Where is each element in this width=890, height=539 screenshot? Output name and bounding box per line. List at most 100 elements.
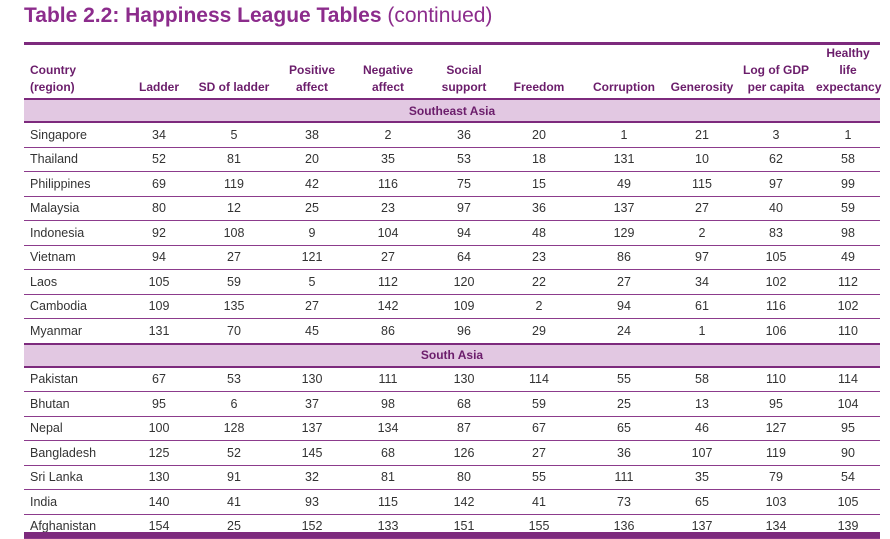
rank-cell: 91 xyxy=(190,465,278,490)
rank-cell: 142 xyxy=(346,294,430,319)
table-row: Thailand 52 81 20 35 53 18 131 10 62 58 xyxy=(24,147,880,172)
rank-cell: 52 xyxy=(128,147,190,172)
rank-cell: 15 xyxy=(498,171,580,197)
country-cell: India xyxy=(24,489,128,515)
country-cell: Pakistan xyxy=(24,366,128,392)
rank-cell: 92 xyxy=(128,220,190,246)
rank-cell: 106 xyxy=(736,318,816,344)
region-header-row: South Asia xyxy=(24,342,880,368)
page-title: Table 2.2: Happiness League Tables (cont… xyxy=(24,4,492,28)
rank-cell: 86 xyxy=(346,318,430,344)
rank-cell: 1 xyxy=(668,318,736,344)
table-row: Bhutan 95 6 37 98 68 59 25 13 95 104 xyxy=(24,391,880,417)
rank-cell: 93 xyxy=(278,489,346,515)
rank-cell: 105 xyxy=(736,245,816,270)
table-header-row: Country (region) Ladder SD of ladder Posi… xyxy=(24,42,881,100)
rank-cell: 12 xyxy=(190,196,278,221)
country-cell: Philippines xyxy=(24,171,128,197)
rank-cell: 145 xyxy=(278,440,346,466)
rank-cell: 2 xyxy=(498,294,580,319)
rank-cell: 126 xyxy=(430,440,498,466)
rank-cell: 70 xyxy=(190,318,278,344)
country-cell: Laos xyxy=(24,269,128,295)
rank-cell: 114 xyxy=(498,366,580,392)
rank-cell: 34 xyxy=(128,122,190,148)
column-header-line: Freedom xyxy=(513,80,565,94)
rank-cell: 94 xyxy=(580,294,668,319)
rank-cell: 53 xyxy=(190,366,278,392)
column-header-line: Ladder xyxy=(138,80,179,94)
rank-cell: 79 xyxy=(736,465,816,490)
rank-cell: 68 xyxy=(346,440,430,466)
rank-cell: 9 xyxy=(278,220,346,246)
rank-cell: 109 xyxy=(430,294,498,319)
column-header-line: Healthy life xyxy=(826,46,870,77)
country-cell: Bhutan xyxy=(24,391,128,417)
country-cell: Sri Lanka xyxy=(24,465,128,490)
rank-cell: 27 xyxy=(190,245,278,270)
column-header: Country (region) xyxy=(24,42,128,100)
rank-cell: 48 xyxy=(498,220,580,246)
column-header: Healthy life expectancy xyxy=(816,42,881,100)
rank-cell: 130 xyxy=(430,366,498,392)
rank-cell: 102 xyxy=(816,294,880,319)
table-title-continued: (continued) xyxy=(387,4,493,27)
region-header-row: Southeast Asia xyxy=(24,98,880,123)
rank-cell: 115 xyxy=(668,171,736,197)
rank-cell: 116 xyxy=(346,171,430,197)
table-row: Vietnam 94 27 121 27 64 23 86 97 105 49 xyxy=(24,245,880,270)
rank-cell: 5 xyxy=(190,122,278,148)
rank-cell: 65 xyxy=(668,489,736,515)
rank-cell: 20 xyxy=(278,147,346,172)
rank-cell: 59 xyxy=(190,269,278,295)
column-header-line: per capita xyxy=(747,80,805,94)
rank-cell: 22 xyxy=(498,269,580,295)
table-body: Southeast Asia Singapore 34 5 38 2 36 20 1 21 3 1 Th… xyxy=(24,98,880,539)
rank-cell: 94 xyxy=(430,220,498,246)
rank-cell: 53 xyxy=(430,147,498,172)
rank-cell: 27 xyxy=(278,294,346,319)
rank-cell: 90 xyxy=(816,440,880,466)
rank-cell: 80 xyxy=(430,465,498,490)
rank-cell: 32 xyxy=(278,465,346,490)
column-header: Negative affect xyxy=(346,42,430,100)
rank-cell: 98 xyxy=(816,220,880,246)
table-row: Indonesia 92 108 9 104 94 48 129 2 83 98 xyxy=(24,220,880,246)
rank-cell: 24 xyxy=(580,318,668,344)
column-header-line: Log of GDP xyxy=(743,63,809,77)
rank-cell: 80 xyxy=(128,196,190,221)
table-row: Philippines 69 119 42 116 75 15 49 115 97 99 xyxy=(24,171,880,197)
column-header-line: (region) xyxy=(30,80,75,94)
country-cell: Vietnam xyxy=(24,245,128,270)
rank-cell: 37 xyxy=(278,391,346,417)
rank-cell: 10 xyxy=(668,147,736,172)
rank-cell: 35 xyxy=(668,465,736,490)
rank-cell: 36 xyxy=(498,196,580,221)
rank-cell: 58 xyxy=(816,147,880,172)
rank-cell: 58 xyxy=(668,366,736,392)
rank-cell: 119 xyxy=(190,171,278,197)
column-header-line: Generosity xyxy=(670,80,734,94)
rank-cell: 18 xyxy=(498,147,580,172)
rank-cell: 40 xyxy=(736,196,816,221)
rank-cell: 3 xyxy=(736,122,816,148)
country-cell: Malaysia xyxy=(24,196,128,221)
column-header-line: Country xyxy=(30,63,76,77)
rank-cell: 110 xyxy=(816,318,880,344)
rank-cell: 131 xyxy=(128,318,190,344)
rank-cell: 97 xyxy=(430,196,498,221)
rank-cell: 27 xyxy=(498,440,580,466)
rank-cell: 75 xyxy=(430,171,498,197)
table-row: Malaysia 80 12 25 23 97 36 137 27 40 59 xyxy=(24,196,880,221)
rank-cell: 140 xyxy=(128,489,190,515)
column-header: Ladder xyxy=(128,42,190,100)
country-cell: Myanmar xyxy=(24,318,128,344)
rank-cell: 68 xyxy=(430,391,498,417)
column-header: SD of ladder xyxy=(190,42,278,100)
rank-cell: 137 xyxy=(580,196,668,221)
column-header-line: Negative xyxy=(362,63,414,77)
rank-cell: 129 xyxy=(580,220,668,246)
rank-cell: 103 xyxy=(736,489,816,515)
table-row: Nepal 100 128 137 134 87 67 65 46 127 95 xyxy=(24,416,880,441)
rank-cell: 81 xyxy=(190,147,278,172)
